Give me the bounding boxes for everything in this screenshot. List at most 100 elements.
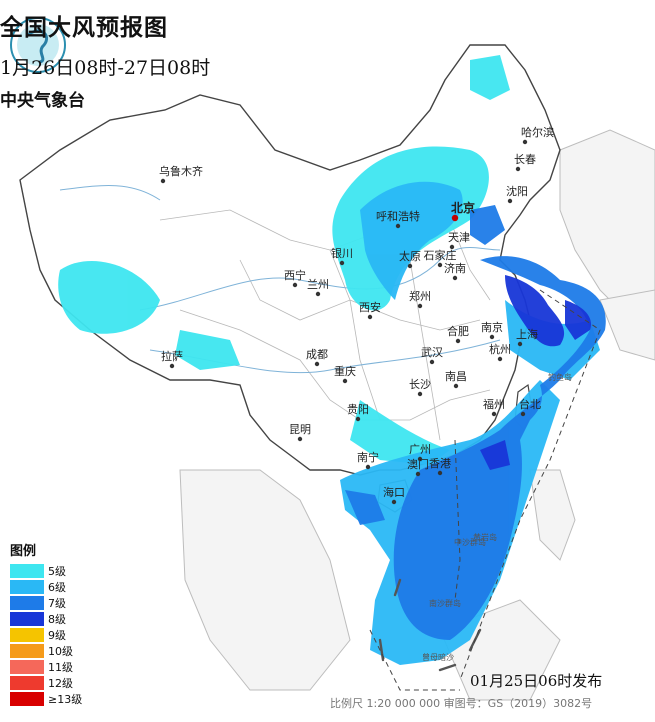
city-label: 重庆 bbox=[334, 364, 356, 378]
legend-title: 图例 bbox=[10, 544, 37, 559]
city-marker bbox=[507, 198, 513, 204]
legend-row: 11级 bbox=[10, 659, 90, 674]
city-marker bbox=[491, 411, 497, 417]
map-title: 全国大风预报图 bbox=[0, 15, 168, 41]
city-label: 沈阳 bbox=[506, 184, 528, 198]
island-label: 南沙群岛 bbox=[429, 598, 461, 608]
city-label: 兰州 bbox=[307, 278, 329, 291]
city-label: 台北 bbox=[519, 397, 541, 411]
city-label: 济南 bbox=[444, 261, 466, 275]
city-marker bbox=[395, 223, 401, 229]
city-marker bbox=[437, 470, 443, 476]
city-label: 南宁 bbox=[357, 450, 379, 464]
city-label: 昆明 bbox=[289, 423, 311, 436]
city-marker bbox=[169, 363, 175, 369]
city-label: 杭州 bbox=[489, 342, 511, 356]
legend-swatch bbox=[10, 595, 44, 610]
city-marker bbox=[520, 411, 526, 417]
legend-row: 6级 bbox=[10, 579, 90, 594]
legend-row: ≥13级 bbox=[10, 691, 90, 706]
city-marker bbox=[417, 456, 423, 462]
legend-swatch bbox=[10, 563, 44, 578]
city-marker bbox=[452, 275, 458, 281]
city-marker bbox=[453, 383, 459, 389]
legend: 图例 5级 6级 7级 8级 9级 10级 11级 12级 ≥13级 bbox=[10, 540, 90, 707]
city-label: 香港 bbox=[429, 457, 451, 470]
legend-row: 7级 bbox=[10, 595, 90, 610]
city-label: 澳门 bbox=[407, 457, 429, 471]
legend-swatch bbox=[10, 691, 44, 706]
wind-zone-level-8 bbox=[480, 275, 591, 470]
legend-swatch bbox=[10, 579, 44, 594]
city-label: 哈尔滨 bbox=[521, 125, 554, 139]
city-label: 广州 bbox=[409, 443, 431, 456]
city-marker bbox=[497, 356, 503, 362]
island-label: 中沙群岛 bbox=[454, 537, 486, 547]
city-marker bbox=[417, 391, 423, 397]
city-marker bbox=[391, 499, 397, 505]
city-marker bbox=[160, 178, 166, 184]
legend-row: 8级 bbox=[10, 611, 90, 626]
city-marker bbox=[342, 378, 348, 384]
city-label: 南京 bbox=[481, 320, 503, 334]
city-marker bbox=[315, 291, 321, 297]
city-marker bbox=[314, 361, 320, 367]
city-marker bbox=[517, 341, 523, 347]
island-label: 曾母暗沙 bbox=[422, 652, 454, 662]
maritime-boundary bbox=[369, 289, 601, 691]
city-marker bbox=[437, 262, 443, 268]
city-label: 贵阳 bbox=[347, 403, 369, 416]
legend-label: 8级 bbox=[48, 612, 66, 626]
city-marker bbox=[451, 214, 459, 222]
city-label: 成都 bbox=[306, 348, 328, 361]
legend-swatch bbox=[10, 611, 44, 626]
issuing-agency: 中央气象台 bbox=[0, 91, 85, 111]
island-label: 黄岩岛 bbox=[473, 532, 497, 542]
city-label: 呼和浩特 bbox=[376, 209, 420, 223]
legend-row: 10级 bbox=[10, 643, 90, 658]
city-marker bbox=[365, 464, 371, 470]
legend-label: 10级 bbox=[48, 644, 73, 658]
legend-row: 5级 bbox=[10, 563, 90, 578]
legend-label: 12级 bbox=[48, 676, 73, 690]
city-label: 天津 bbox=[448, 231, 470, 244]
emblem-logo bbox=[10, 17, 66, 73]
legend-label: 6级 bbox=[48, 580, 66, 594]
city-marker bbox=[489, 334, 495, 340]
legend-label: ≥13级 bbox=[48, 692, 83, 706]
legend-swatch bbox=[10, 643, 44, 658]
city-marker bbox=[297, 436, 303, 442]
city-marker bbox=[415, 471, 421, 477]
legend-swatch bbox=[10, 627, 44, 642]
map-footer: 比例尺 1:20 000 000 审图号：GS（2019）3082号 bbox=[330, 697, 593, 710]
legend-row: 12级 bbox=[10, 675, 90, 690]
city-marker bbox=[449, 244, 455, 250]
city-marker bbox=[355, 416, 361, 422]
city-label: 长沙 bbox=[409, 378, 431, 391]
city-label: 郑州 bbox=[409, 289, 431, 303]
city-markers bbox=[160, 139, 528, 505]
city-label: 南昌 bbox=[445, 370, 467, 383]
city-label: 石家庄 bbox=[424, 248, 457, 262]
city-label: 西宁 bbox=[284, 268, 306, 282]
legend-swatch bbox=[10, 659, 44, 674]
city-label: 海口 bbox=[383, 485, 405, 499]
city-marker bbox=[429, 359, 435, 365]
legend-label: 9级 bbox=[48, 628, 66, 642]
city-label: 上海 bbox=[516, 327, 538, 341]
city-marker bbox=[407, 263, 413, 269]
city-label: 武汉 bbox=[421, 346, 443, 359]
issued-time: 01月25日06时发布 bbox=[470, 672, 603, 690]
legend-label: 7级 bbox=[48, 596, 66, 610]
city-label: 长春 bbox=[514, 153, 536, 166]
legend-label: 11级 bbox=[48, 660, 73, 674]
legend-swatch bbox=[10, 675, 44, 690]
city-marker bbox=[455, 338, 461, 344]
forecast-period: 1月26日08时-27日08时 bbox=[0, 57, 211, 79]
city-marker bbox=[367, 314, 373, 320]
city-marker bbox=[515, 166, 521, 172]
city-marker bbox=[339, 260, 345, 266]
